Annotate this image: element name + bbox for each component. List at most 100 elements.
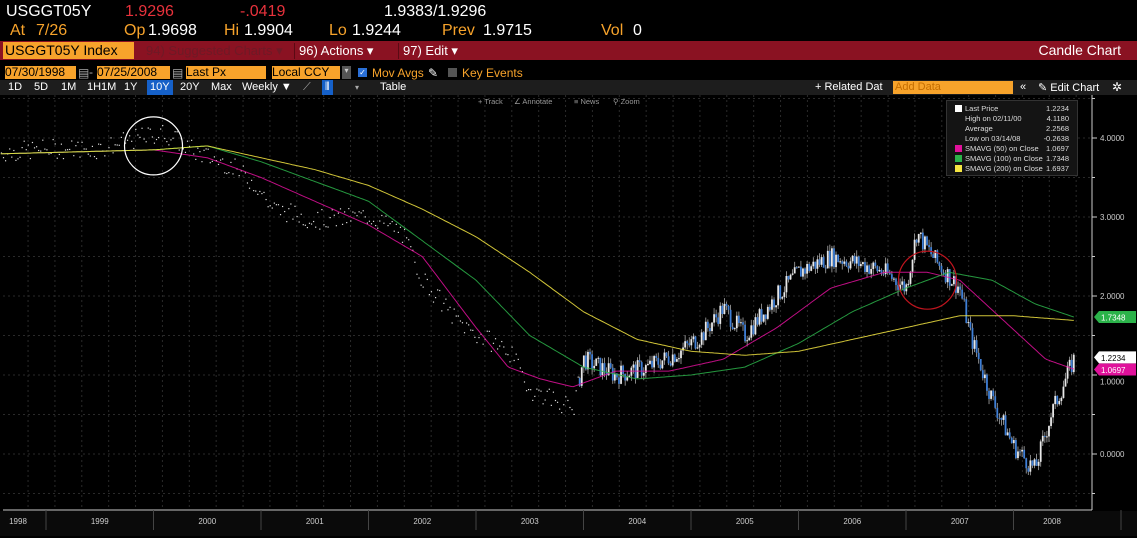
candle-body	[814, 261, 817, 269]
mov-avgs-label[interactable]: Mov Avgs	[372, 66, 424, 80]
range-1d[interactable]: 1D	[8, 81, 23, 93]
candle-body	[636, 360, 639, 378]
candle-body	[857, 256, 860, 267]
candle-chart[interactable]: 4.0000 3.0000 2.0000 1.0000 0.0000 1998 1999 20…	[0, 95, 1137, 538]
prev-label: Prev	[442, 22, 475, 39]
candle-body	[1060, 397, 1063, 402]
candle-body	[613, 373, 616, 381]
line-chart-icon[interactable]: ⟋	[303, 81, 311, 93]
candle-body	[750, 325, 753, 338]
candle-body	[595, 358, 598, 366]
candle-body	[587, 351, 589, 370]
end-date-input[interactable]: 07/25/2008	[97, 66, 170, 79]
collapse-icon[interactable]: «	[1020, 81, 1027, 93]
track-tool[interactable]: + Track	[478, 97, 503, 106]
annotate-tool[interactable]: ∠ Annotate	[514, 97, 553, 106]
candle-body	[706, 321, 709, 329]
candle-body	[626, 377, 629, 381]
candle-body	[638, 360, 641, 363]
related-data-button[interactable]: + Related Dat	[815, 81, 883, 93]
range-5d[interactable]: 5D	[34, 81, 49, 93]
calendar-icon[interactable]: ▤	[78, 66, 90, 80]
candle-body	[1050, 417, 1052, 427]
candle-body	[1043, 435, 1046, 437]
candle-body	[605, 372, 608, 376]
candle-body	[628, 375, 631, 378]
candle-body	[742, 322, 744, 325]
x-tick-label: 2008	[1043, 517, 1061, 526]
candle-body	[845, 261, 848, 266]
axis-tag-background	[1094, 310, 1136, 323]
range-1y[interactable]: 1Y	[124, 81, 138, 93]
candle-body	[692, 336, 695, 340]
candle-chart-icon[interactable]: ⫴	[322, 80, 333, 95]
range-max[interactable]: Max	[211, 81, 232, 93]
range-20y[interactable]: 20Y	[180, 81, 200, 93]
candle-body	[996, 407, 999, 418]
key-events-label[interactable]: Key Events	[462, 66, 523, 80]
legend-label: Average	[965, 124, 993, 133]
candle-body	[919, 232, 922, 235]
zoom-tool[interactable]: ⚲ Zoom	[613, 97, 640, 106]
security-field[interactable]: USGGT05Y Index	[3, 42, 134, 59]
actions-menu[interactable]: 96) Actions ▾	[294, 43, 373, 59]
dropdown-arrow-icon[interactable]: ▾	[342, 66, 351, 79]
range-10y[interactable]: 10Y	[147, 80, 173, 95]
legend-sma200: SMAVG (200) on Close 1.6937	[955, 164, 1075, 174]
axis-value-tag: 1.7348	[1094, 310, 1136, 323]
y-tick-label: 2.0000	[1100, 292, 1125, 301]
pencil-icon: ✎	[1038, 82, 1051, 94]
edit-chart-button[interactable]: ✎ Edit Chart	[1038, 81, 1099, 94]
start-date-input[interactable]: 07/30/1998	[5, 66, 76, 79]
add-data-input[interactable]: Add Data	[893, 81, 1013, 94]
candle-body	[957, 286, 959, 293]
calendar-icon[interactable]: ▤	[172, 66, 184, 80]
candle-body	[868, 265, 871, 274]
annotation-circle	[123, 116, 184, 176]
candle-body	[783, 292, 786, 298]
candle-body	[748, 337, 751, 341]
candle-body	[990, 390, 992, 399]
x-tick-label: 2004	[628, 517, 646, 526]
currency-select[interactable]: Local CCY	[272, 66, 340, 79]
candle-body	[870, 268, 873, 274]
mov-avgs-checkbox[interactable]: ✓	[358, 68, 367, 77]
edit-menu[interactable]: 97) Edit ▾	[398, 43, 458, 59]
table-button[interactable]: Table	[380, 81, 407, 93]
range-1m[interactable]: 1M	[61, 81, 77, 93]
candle-body	[981, 370, 984, 379]
dropdown-arrow-icon[interactable]: ▾	[355, 83, 360, 92]
legend-value: 2.2568	[1046, 124, 1069, 133]
suggested-charts-menu[interactable]: 94) Suggested Charts ▾	[146, 43, 283, 58]
candle-body	[812, 261, 815, 267]
candle-body	[609, 363, 612, 368]
pencil-icon[interactable]: ✎	[428, 66, 439, 80]
gear-icon[interactable]: ✲	[1112, 80, 1123, 94]
range-1h1m[interactable]: 1H1M	[87, 81, 117, 93]
candle-body	[684, 341, 687, 348]
candle-body	[694, 336, 697, 349]
candle-body	[624, 373, 627, 381]
x-tick-label: 2000	[198, 517, 216, 526]
candle-body	[675, 359, 678, 362]
candle-body	[667, 356, 670, 364]
candle-body	[983, 374, 986, 379]
news-tool[interactable]: ≡ News	[574, 97, 600, 106]
sma-line-200	[0, 145, 1074, 356]
candle-body	[1008, 432, 1011, 438]
frequency-select[interactable]: Weekly ▼	[242, 81, 292, 93]
candle-body	[696, 347, 699, 349]
field-select[interactable]: Last Px	[186, 66, 266, 79]
candle-body	[735, 315, 738, 329]
candle-body	[986, 374, 988, 391]
candle-body	[837, 254, 840, 263]
legend-label: SMAVG (100) on Close	[965, 154, 1043, 163]
legend-value: 1.6937	[1046, 164, 1069, 173]
candle-body	[1021, 449, 1023, 452]
candle-body	[1006, 432, 1009, 436]
candle-body	[973, 340, 976, 349]
candle-body	[899, 284, 902, 290]
candle-body	[655, 356, 658, 358]
candle-body	[781, 297, 784, 299]
key-events-checkbox[interactable]	[448, 68, 457, 77]
